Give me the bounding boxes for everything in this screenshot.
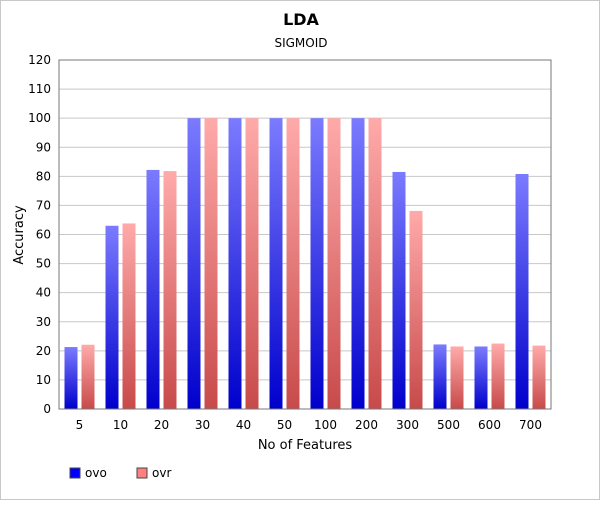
bar-ovo-500 xyxy=(433,344,447,409)
bar-ovr-600 xyxy=(491,343,505,409)
bar-ovr-700 xyxy=(532,345,546,409)
bar-ovo-700 xyxy=(515,174,529,409)
x-tick-label: 600 xyxy=(478,418,501,432)
y-tick-label: 120 xyxy=(28,53,51,67)
x-tick-label: 30 xyxy=(195,418,210,432)
y-tick-label: 100 xyxy=(28,111,51,125)
bars xyxy=(64,118,546,410)
y-tick-label: 90 xyxy=(36,140,51,154)
y-axis-ticks: 0 10 20 30 40 50 60 70 80 90 100 110 120 xyxy=(28,53,51,416)
bar-ovo-20 xyxy=(146,169,160,409)
y-tick-label: 60 xyxy=(36,228,51,242)
legend-label-ovo: ovo xyxy=(85,466,107,480)
y-tick-label: 40 xyxy=(36,286,51,300)
x-tick-label: 50 xyxy=(277,418,292,432)
chart-subtitle: SIGMOID xyxy=(274,36,327,50)
bar-ovr-200 xyxy=(368,118,382,410)
x-tick-label: 500 xyxy=(437,418,460,432)
y-tick-label: 70 xyxy=(36,198,51,212)
x-tick-label: 700 xyxy=(519,418,542,432)
legend: ovo ovr xyxy=(69,466,171,480)
y-tick-label: 80 xyxy=(36,169,51,183)
y-tick-label: 0 xyxy=(43,402,51,416)
bar-ovr-5 xyxy=(81,344,95,409)
bar-ovo-30 xyxy=(187,118,201,410)
bar-ovr-300 xyxy=(409,210,423,409)
x-tick-label: 20 xyxy=(154,418,169,432)
bar-ovo-100 xyxy=(310,118,324,410)
x-tick-label: 40 xyxy=(236,418,251,432)
bar-ovr-30 xyxy=(204,118,218,410)
bar-ovr-10 xyxy=(122,223,136,409)
y-tick-label: 110 xyxy=(28,82,51,96)
bar-ovo-600 xyxy=(474,346,488,409)
x-axis-label: No of Features xyxy=(258,438,353,453)
legend-label-ovr: ovr xyxy=(152,466,171,480)
y-tick-label: 30 xyxy=(36,315,51,329)
legend-swatch-ovr xyxy=(136,467,148,479)
bar-ovo-200 xyxy=(351,118,365,410)
bar-ovo-5 xyxy=(64,347,78,409)
y-tick-label: 20 xyxy=(36,344,51,358)
x-tick-label: 100 xyxy=(314,418,337,432)
bar-ovo-50 xyxy=(269,118,283,410)
bar-ovo-10 xyxy=(105,225,119,409)
bar-ovr-20 xyxy=(163,171,177,409)
y-tick-label: 50 xyxy=(36,257,51,271)
x-tick-label: 10 xyxy=(113,418,128,432)
plot-area-border xyxy=(58,59,552,410)
bar-ovr-100 xyxy=(327,118,341,410)
x-tick-label: 300 xyxy=(396,418,419,432)
bar-ovo-40 xyxy=(228,118,242,410)
legend-swatch-ovo xyxy=(69,467,81,479)
bar-ovo-300 xyxy=(392,171,406,409)
bar-ovr-50 xyxy=(286,118,300,410)
bar-ovr-500 xyxy=(450,346,464,409)
chart-title: LDA xyxy=(283,10,319,29)
legend-item-ovo: ovo xyxy=(69,466,107,480)
x-tick-label: 200 xyxy=(355,418,378,432)
legend-item-ovr: ovr xyxy=(136,466,171,480)
x-axis-ticks: 5 10 20 30 40 50 100 200 300 500 600 700 xyxy=(76,418,542,432)
x-tick-label: 5 xyxy=(76,418,84,432)
y-tick-label: 10 xyxy=(36,373,51,387)
y-axis-label: Accuracy xyxy=(12,205,27,265)
bar-ovr-40 xyxy=(245,118,259,410)
